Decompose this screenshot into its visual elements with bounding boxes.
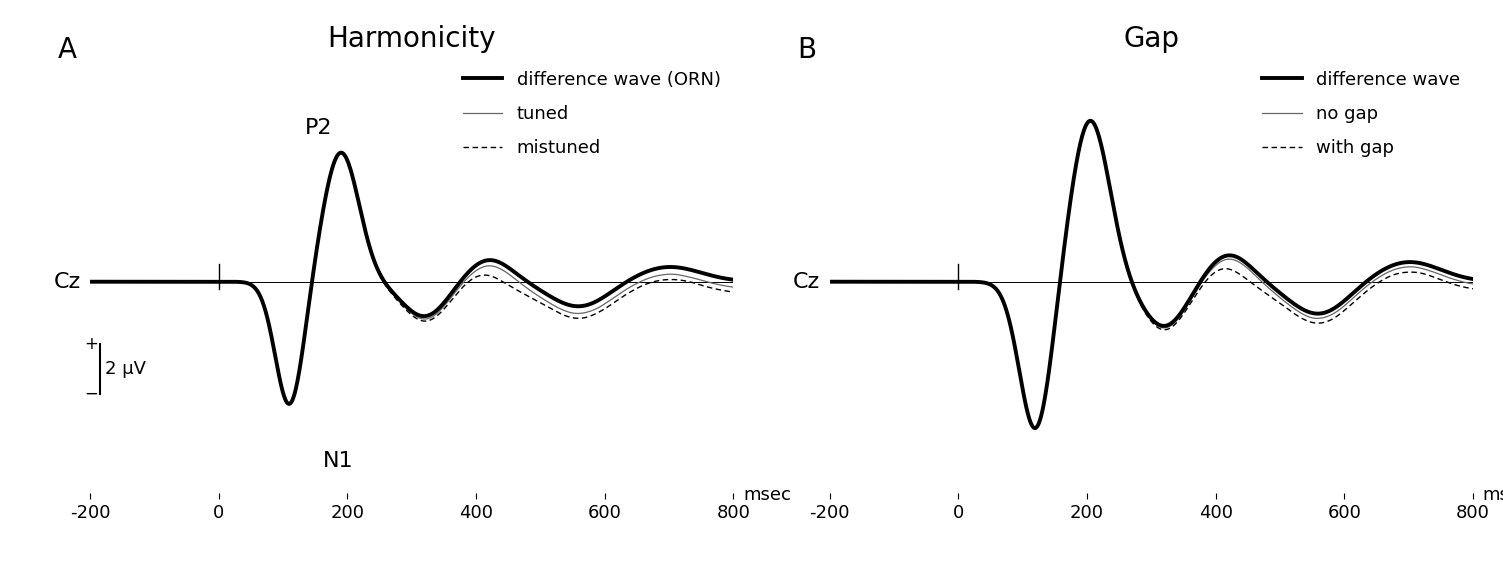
Legend: difference wave (ORN), tuned, mistuned: difference wave (ORN), tuned, mistuned (458, 67, 724, 161)
Text: Cz: Cz (794, 271, 821, 292)
Text: −: − (84, 385, 98, 403)
Text: N1: N1 (323, 451, 353, 471)
Text: A: A (59, 36, 77, 64)
Title: Harmonicity: Harmonicity (328, 25, 496, 53)
Text: msec: msec (1482, 485, 1503, 503)
Text: P2: P2 (305, 118, 332, 137)
Text: B: B (798, 36, 816, 64)
Text: 2 μV: 2 μV (105, 360, 146, 378)
Text: msec: msec (742, 485, 791, 503)
Text: Cz: Cz (53, 271, 81, 292)
Legend: difference wave, no gap, with gap: difference wave, no gap, with gap (1258, 67, 1464, 161)
Text: +: + (84, 335, 98, 353)
Title: Gap: Gap (1123, 25, 1180, 53)
